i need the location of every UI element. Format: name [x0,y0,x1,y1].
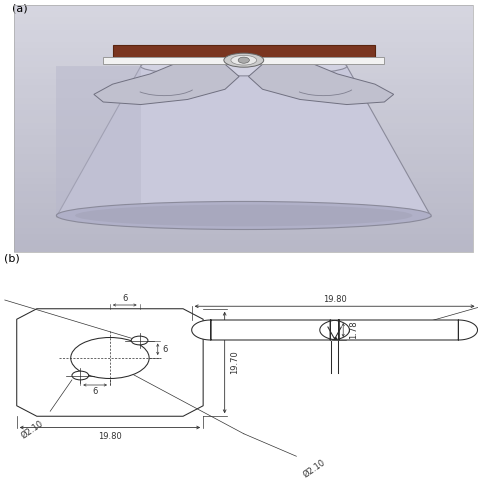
Polygon shape [94,64,239,104]
Bar [14,190,473,197]
Text: 19.70: 19.70 [230,350,239,374]
Circle shape [131,336,148,345]
Bar [14,12,473,18]
Bar [14,209,473,216]
Bar [14,48,473,54]
Ellipse shape [141,56,347,76]
Text: Ø2.10: Ø2.10 [301,458,327,479]
Ellipse shape [75,204,413,227]
Wedge shape [320,320,339,340]
Bar [14,172,473,178]
Bar [14,24,473,30]
Bar [14,104,473,110]
Bar [14,61,473,67]
Bar [14,116,473,122]
Bar [14,110,473,116]
Bar [14,18,473,24]
Bar [14,30,473,36]
Bar [14,184,473,190]
Circle shape [72,371,88,380]
Polygon shape [56,66,141,217]
Bar [14,178,473,184]
Bar [14,216,473,222]
Bar [14,203,473,209]
Bar [14,197,473,203]
Bar [14,135,473,141]
Wedge shape [330,320,349,340]
Text: 19.80: 19.80 [323,294,347,304]
Ellipse shape [224,53,264,67]
Bar [14,73,473,80]
Bar [103,57,384,64]
Polygon shape [249,64,394,104]
Circle shape [71,338,149,378]
Text: (b): (b) [4,254,20,264]
Circle shape [238,57,250,63]
Bar [211,320,330,340]
Bar [14,36,473,42]
Bar [14,98,473,104]
Bar [14,228,473,234]
Text: 6: 6 [92,388,98,396]
Bar [14,86,473,91]
Bar [14,80,473,86]
Text: 1.78: 1.78 [349,320,358,340]
Text: 6: 6 [122,294,128,303]
Bar [14,67,473,73]
Bar [14,141,473,148]
Bar [14,246,473,252]
Bar [14,5,473,12]
Polygon shape [56,66,431,217]
Ellipse shape [56,202,431,230]
Text: 19.80: 19.80 [98,432,122,441]
Polygon shape [17,308,203,416]
Bar [14,54,473,61]
Bar [14,160,473,166]
Ellipse shape [231,56,257,65]
FancyBboxPatch shape [113,44,375,59]
Bar [14,234,473,240]
Bar [14,122,473,129]
Text: (a): (a) [12,4,28,14]
Bar [14,154,473,160]
Text: 6: 6 [163,345,168,354]
Wedge shape [192,320,211,340]
Bar [14,166,473,172]
Text: Ø2.10: Ø2.10 [19,419,45,440]
Bar [14,148,473,154]
Bar [14,222,473,228]
Bar [14,92,473,98]
Bar [14,42,473,48]
Bar [339,320,458,340]
Bar [14,240,473,246]
Bar [14,129,473,135]
Wedge shape [458,320,478,340]
